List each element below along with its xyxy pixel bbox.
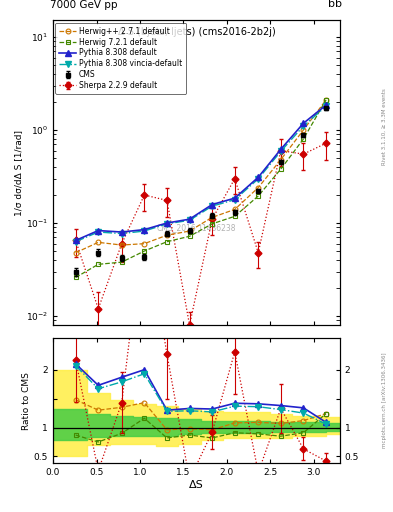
Legend: Herwig++ 2.7.1 default, Herwig 7.2.1 default, Pythia 8.308 default, Pythia 8.308: Herwig++ 2.7.1 default, Herwig 7.2.1 def… <box>55 23 186 94</box>
Pythia 8.308 vincia-default <box>119 230 124 237</box>
Line: Pythia 8.308 default: Pythia 8.308 default <box>73 102 329 243</box>
Herwig 7.2.1 default <box>96 261 101 267</box>
Pythia 8.308 default <box>301 120 306 126</box>
Pythia 8.308 default <box>142 226 147 232</box>
Herwig 7.2.1 default <box>301 136 306 142</box>
Pythia 8.308 default <box>73 238 78 244</box>
Text: b$\mathsf{\overline{b}}$: b$\mathsf{\overline{b}}$ <box>327 0 343 10</box>
Herwig 7.2.1 default <box>279 166 283 172</box>
Line: Pythia 8.308 vincia-default: Pythia 8.308 vincia-default <box>73 103 329 244</box>
Pythia 8.308 default <box>232 195 237 201</box>
Pythia 8.308 default <box>165 220 169 226</box>
Herwig 7.2.1 default <box>210 221 215 227</box>
Text: Rivet 3.1.10, ≥ 3.3M events: Rivet 3.1.10, ≥ 3.3M events <box>382 89 387 165</box>
Pythia 8.308 vincia-default <box>187 217 192 223</box>
Herwig++ 2.7.1 default <box>142 241 147 247</box>
Pythia 8.308 vincia-default <box>301 123 306 129</box>
Herwig++ 2.7.1 default <box>119 242 124 248</box>
Herwig 7.2.1 default <box>232 214 237 220</box>
Pythia 8.308 default <box>187 216 192 222</box>
Text: Δ S (bjets, ljets) (cms2016-2b2j): Δ S (bjets, ljets) (cms2016-2b2j) <box>118 27 275 36</box>
Pythia 8.308 default <box>119 229 124 235</box>
Herwig++ 2.7.1 default <box>187 228 192 234</box>
Y-axis label: 1/σ dσ/dΔ S [1/rad]: 1/σ dσ/dΔ S [1/rad] <box>14 130 23 216</box>
Herwig++ 2.7.1 default <box>301 127 306 133</box>
Pythia 8.308 default <box>324 102 329 108</box>
Line: Herwig 7.2.1 default: Herwig 7.2.1 default <box>73 97 329 280</box>
Herwig++ 2.7.1 default <box>279 157 283 163</box>
Pythia 8.308 vincia-default <box>256 176 261 182</box>
Herwig++ 2.7.1 default <box>232 206 237 212</box>
Herwig 7.2.1 default <box>165 239 169 245</box>
Pythia 8.308 default <box>210 201 215 207</box>
Pythia 8.308 vincia-default <box>324 103 329 109</box>
Pythia 8.308 default <box>96 227 101 233</box>
Pythia 8.308 vincia-default <box>279 148 283 154</box>
Pythia 8.308 default <box>279 146 283 153</box>
Herwig 7.2.1 default <box>73 274 78 281</box>
Herwig 7.2.1 default <box>187 233 192 240</box>
Herwig++ 2.7.1 default <box>96 239 101 245</box>
Herwig 7.2.1 default <box>119 259 124 265</box>
Text: 7000 GeV pp: 7000 GeV pp <box>50 0 118 10</box>
Herwig++ 2.7.1 default <box>165 232 169 238</box>
Herwig 7.2.1 default <box>324 97 329 103</box>
Y-axis label: Ratio to CMS: Ratio to CMS <box>22 372 31 430</box>
Herwig++ 2.7.1 default <box>210 215 215 221</box>
Herwig 7.2.1 default <box>256 193 261 199</box>
Line: Herwig++ 2.7.1 default: Herwig++ 2.7.1 default <box>73 97 329 255</box>
Text: mcplots.cern.ch [arXiv:1306.3436]: mcplots.cern.ch [arXiv:1306.3436] <box>382 353 387 449</box>
Pythia 8.308 default <box>256 174 261 180</box>
Pythia 8.308 vincia-default <box>165 221 169 227</box>
Pythia 8.308 vincia-default <box>232 197 237 203</box>
Text: CMS_2016_I1486238: CMS_2016_I1486238 <box>157 223 236 232</box>
X-axis label: ΔS: ΔS <box>189 480 204 490</box>
Pythia 8.308 vincia-default <box>73 239 78 245</box>
Herwig++ 2.7.1 default <box>324 97 329 103</box>
Pythia 8.308 vincia-default <box>142 228 147 234</box>
Herwig++ 2.7.1 default <box>256 184 261 190</box>
Herwig 7.2.1 default <box>142 248 147 254</box>
Herwig++ 2.7.1 default <box>73 250 78 256</box>
Pythia 8.308 vincia-default <box>96 229 101 235</box>
Pythia 8.308 vincia-default <box>210 203 215 209</box>
